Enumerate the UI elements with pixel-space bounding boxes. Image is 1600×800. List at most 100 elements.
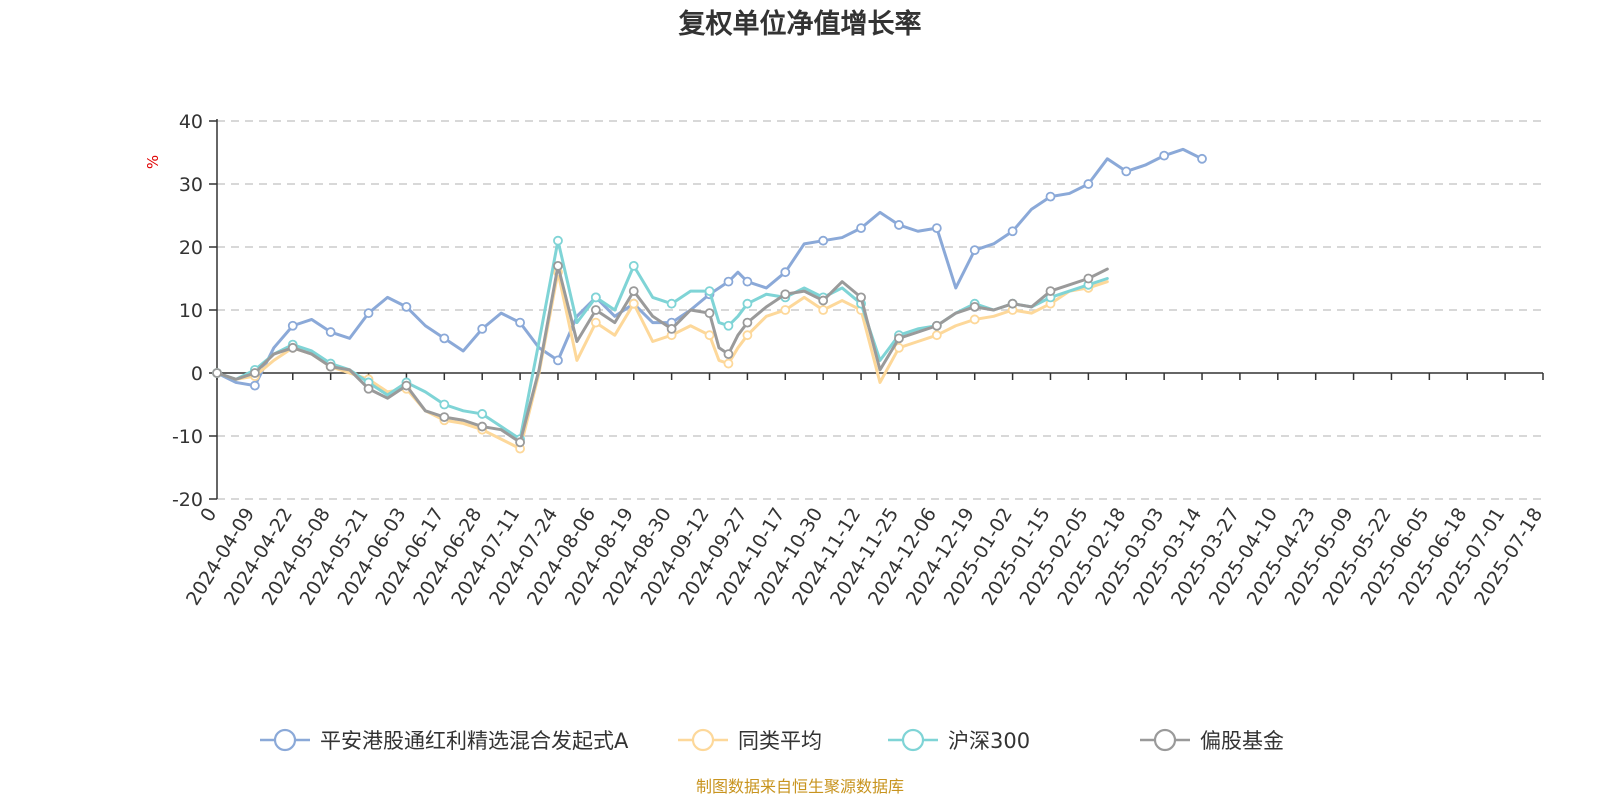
series-point <box>666 298 677 309</box>
series-point <box>931 223 942 234</box>
series-point <box>628 260 639 271</box>
series-point <box>553 260 563 271</box>
legend-marker <box>1153 728 1177 752</box>
series-point <box>1159 150 1170 161</box>
legend-item[interactable]: 同类平均 <box>678 728 822 753</box>
series-point <box>325 361 336 372</box>
series-point <box>742 330 753 341</box>
series-point <box>856 223 866 234</box>
series-point <box>287 320 298 331</box>
series-point <box>780 305 791 315</box>
series-point <box>249 380 260 391</box>
series-point <box>969 314 980 325</box>
series-point <box>401 301 412 312</box>
series-point <box>363 383 374 394</box>
series-point <box>477 323 488 334</box>
legend-item[interactable]: 偏股基金 <box>1140 728 1284 753</box>
series-point <box>666 323 677 334</box>
series-point <box>723 349 734 360</box>
y-tick-label: 40 <box>179 111 203 133</box>
series-point <box>477 409 488 419</box>
series-point <box>590 317 601 328</box>
series-point <box>439 333 450 344</box>
y-tick-label: 30 <box>179 174 203 196</box>
series-point <box>780 267 791 278</box>
series-point <box>742 298 753 309</box>
series-point <box>1045 286 1056 297</box>
series-point <box>439 412 450 423</box>
series-point <box>363 308 374 319</box>
series-point <box>742 317 753 328</box>
y-unit-label: % <box>144 155 162 169</box>
series-lines <box>212 147 1207 454</box>
y-tick-label: -10 <box>172 426 203 448</box>
legend-marker <box>901 728 925 752</box>
legend-marker <box>691 728 715 752</box>
series-point <box>1197 153 1207 164</box>
x-tick-label: 0 <box>196 504 221 526</box>
series-point <box>287 342 298 353</box>
series-point <box>477 421 488 432</box>
series-point <box>704 308 715 319</box>
series-point <box>628 286 639 297</box>
x-tick-labels: 02024-04-092024-04-222024-05-082024-05-2… <box>182 504 1547 609</box>
series-point <box>1083 273 1094 284</box>
y-tick-label: 10 <box>179 300 203 322</box>
series-line <box>215 147 1204 388</box>
source-note: 制图数据来自恒生聚源数据库 <box>696 777 904 796</box>
series-point <box>931 320 942 331</box>
series-point <box>856 292 866 303</box>
legend-item[interactable]: 沪深300 <box>888 728 1030 753</box>
legend-marker <box>273 728 297 752</box>
series-point <box>249 368 260 378</box>
series-point <box>818 305 829 315</box>
series-point <box>212 368 222 378</box>
legend-label: 平安港股通红利精选混合发起式A <box>320 729 629 753</box>
series-point <box>515 437 525 448</box>
series-point <box>931 330 942 341</box>
series-point <box>723 320 734 331</box>
series-0 <box>212 147 1207 391</box>
series-line <box>215 264 1109 444</box>
y-tick-label: 20 <box>179 237 203 259</box>
series-point <box>325 327 336 337</box>
series-line <box>215 270 1109 451</box>
legend-label: 沪深300 <box>948 729 1030 753</box>
series-point <box>704 330 715 341</box>
series-point <box>894 220 904 230</box>
series-point <box>590 305 601 315</box>
series-point <box>969 301 980 312</box>
series-point <box>1121 166 1132 177</box>
series-point <box>894 333 904 344</box>
series-point <box>723 276 734 287</box>
series-point <box>818 295 829 306</box>
series-1 <box>212 267 1109 454</box>
legend-item[interactable]: 平安港股通红利精选混合发起式A <box>260 728 629 753</box>
series-point <box>590 292 601 303</box>
series-point <box>723 358 734 369</box>
series-point <box>1083 179 1094 189</box>
series-point <box>553 355 563 366</box>
series-point <box>818 235 829 246</box>
series-point <box>704 286 715 297</box>
y-tick-label: -20 <box>172 489 203 511</box>
series-point <box>1007 298 1018 309</box>
series-point <box>742 276 753 287</box>
series-point <box>780 289 791 300</box>
chart-title: 复权单位净值增长率 <box>679 8 922 40</box>
series-point <box>401 380 412 391</box>
legend-label: 偏股基金 <box>1200 729 1284 753</box>
series-point <box>515 317 525 328</box>
legend[interactable]: 平安港股通红利精选混合发起式A 同类平均 沪深300 偏股基金 <box>260 728 1284 753</box>
series-point <box>439 399 450 410</box>
y-tick-label: 0 <box>191 363 203 385</box>
series-point <box>1007 226 1018 237</box>
grid <box>217 120 1543 500</box>
legend-label: 同类平均 <box>738 729 822 753</box>
series-point <box>969 245 980 256</box>
series-point <box>628 298 639 309</box>
series-point <box>1045 191 1056 202</box>
series-3 <box>212 260 1109 448</box>
series-point <box>553 235 563 246</box>
